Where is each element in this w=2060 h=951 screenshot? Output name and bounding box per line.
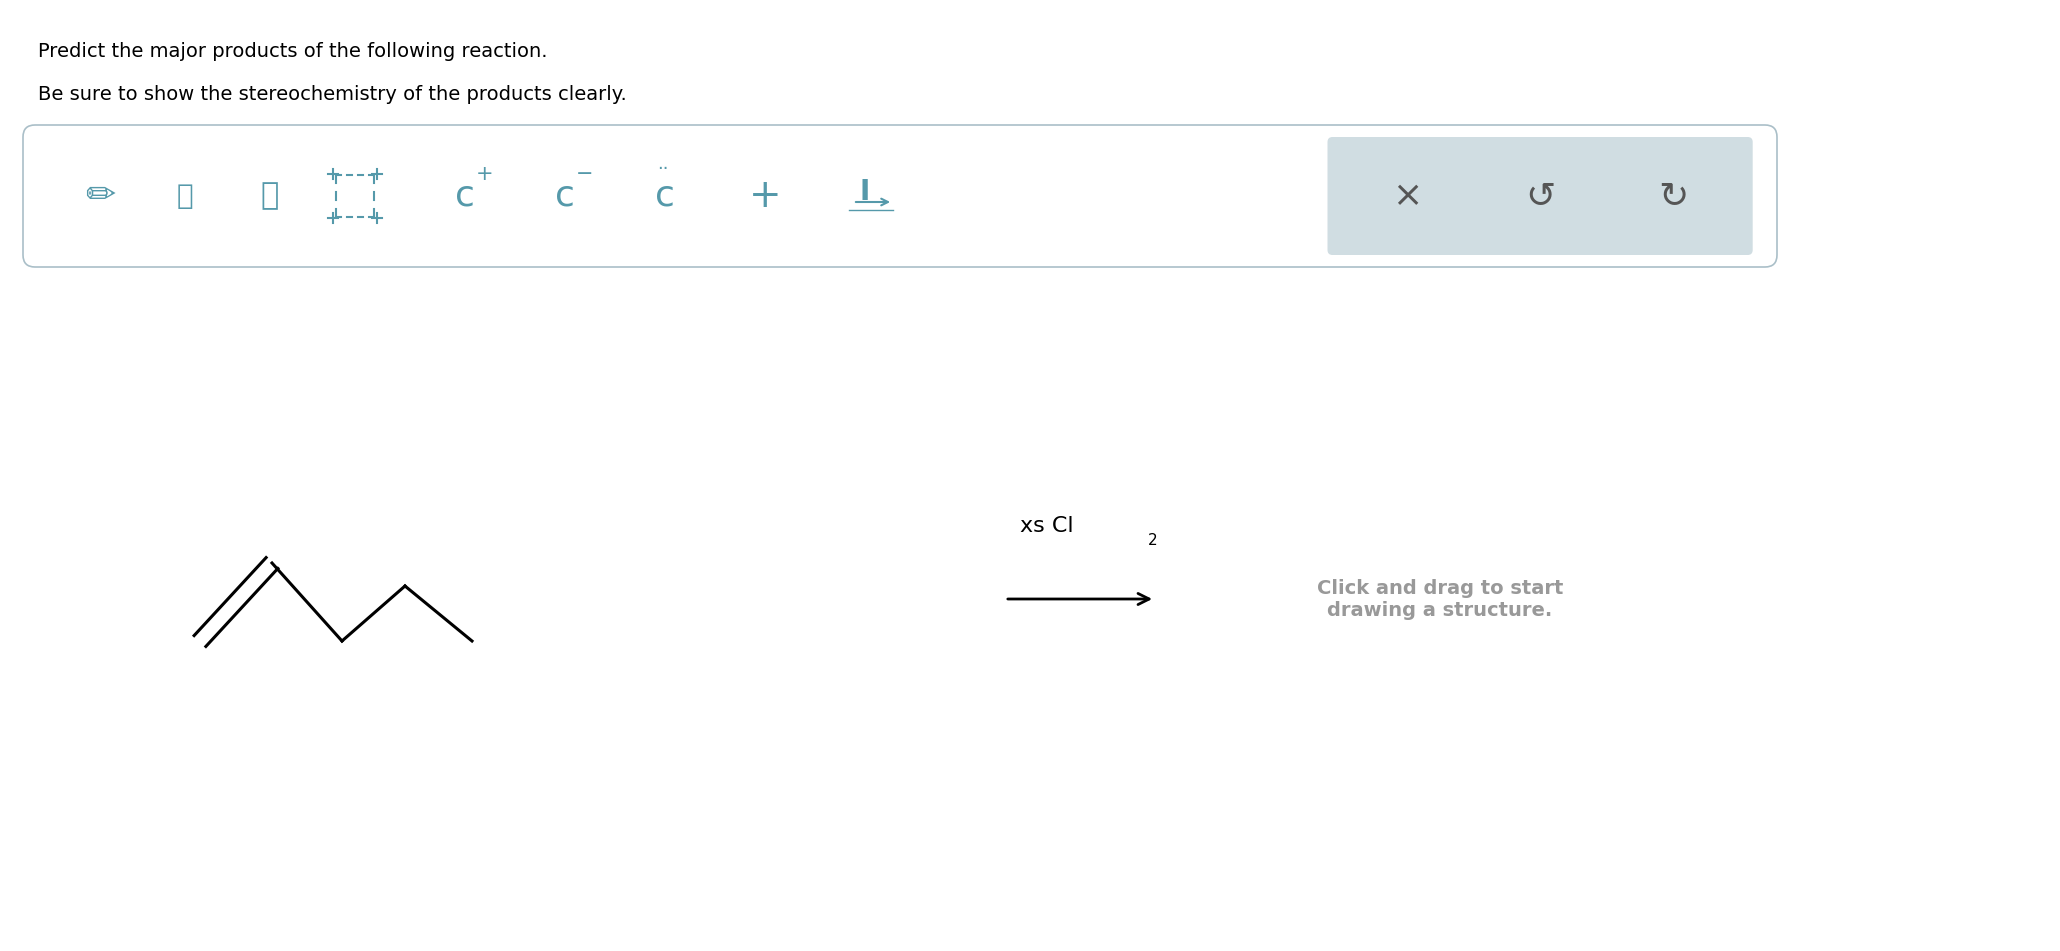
Text: Be sure to show the stereochemistry of the products clearly.: Be sure to show the stereochemistry of t… (37, 85, 626, 104)
Text: −: − (577, 164, 593, 184)
Text: c: c (554, 179, 575, 213)
Text: Click and drag to start
drawing a structure.: Click and drag to start drawing a struct… (1316, 579, 1564, 620)
Text: xs Cl: xs Cl (1020, 516, 1073, 536)
Text: +: + (748, 177, 781, 215)
Text: 🖊: 🖊 (177, 182, 194, 210)
Text: ↺: ↺ (1524, 179, 1555, 213)
Text: 2: 2 (1147, 533, 1158, 548)
Text: Predict the major products of the following reaction.: Predict the major products of the follow… (37, 42, 548, 61)
Text: ↻: ↻ (1658, 179, 1687, 213)
FancyBboxPatch shape (1327, 137, 1753, 255)
Text: ✋: ✋ (262, 182, 278, 210)
Text: ✏: ✏ (84, 179, 115, 213)
Text: I: I (859, 178, 869, 206)
Text: c: c (455, 179, 476, 213)
Text: ×: × (1393, 179, 1421, 213)
Text: c: c (655, 179, 676, 213)
Text: ··: ·· (657, 160, 670, 178)
FancyBboxPatch shape (23, 125, 1778, 267)
Text: +: + (476, 164, 494, 184)
